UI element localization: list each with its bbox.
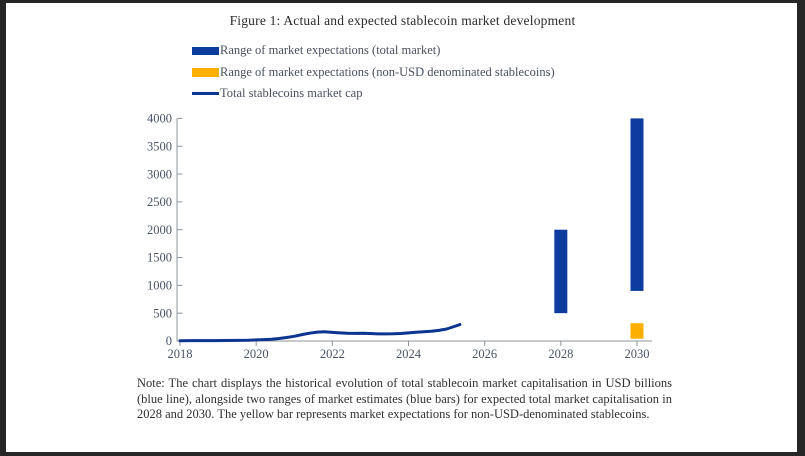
svg-text:2028: 2028	[548, 347, 573, 361]
figure-note: Note: The chart displays the historical …	[137, 376, 672, 422]
svg-text:2024: 2024	[396, 347, 422, 361]
range-bar	[630, 118, 644, 291]
chart-range-bars	[554, 118, 644, 339]
svg-text:2000: 2000	[147, 223, 172, 237]
page-edge-bottom	[0, 452, 805, 456]
market-cap-line	[178, 323, 462, 343]
svg-text:2026: 2026	[472, 347, 497, 361]
page-edge-top	[0, 0, 805, 3]
svg-text:2020: 2020	[244, 347, 269, 361]
svg-text:2018: 2018	[168, 347, 193, 361]
chart-legend: Range of market expectations (total mark…	[192, 40, 555, 105]
chart-line-series	[178, 323, 462, 343]
svg-text:3500: 3500	[147, 139, 172, 153]
legend-swatch-yellow-bar	[192, 68, 219, 77]
chart-axes	[176, 117, 652, 346]
svg-text:2030: 2030	[624, 347, 649, 361]
figure-title: Figure 1: Actual and expected stablecoin…	[229, 13, 576, 28]
legend-item-market-cap-line: Total stablecoins market cap	[192, 83, 555, 105]
legend-item-total-market-range: Range of market expectations (total mark…	[192, 40, 555, 62]
legend-label: Range of market expectations (total mark…	[220, 43, 441, 58]
chart-tick-labels: 0 500 1000 1500 2000 2500 3000 3500 4000 2018 2020…	[147, 112, 649, 361]
page-edge-left	[0, 0, 6, 456]
legend-swatch-blue-line	[192, 92, 219, 96]
svg-text:500: 500	[153, 306, 172, 320]
legend-item-nonusd-range: Range of market expectations (non-USD de…	[192, 62, 555, 84]
legend-label: Total stablecoins market cap	[220, 86, 363, 101]
page-edge-right	[797, 0, 805, 456]
legend-label: Range of market expectations (non-USD de…	[220, 64, 555, 79]
svg-text:1500: 1500	[147, 251, 172, 265]
range-bar	[630, 323, 644, 339]
svg-text:0: 0	[166, 334, 172, 348]
svg-text:1000: 1000	[147, 279, 172, 293]
svg-text:2500: 2500	[147, 195, 172, 209]
legend-swatch-blue-bar	[192, 46, 219, 55]
range-bar	[554, 229, 568, 314]
svg-text:3000: 3000	[147, 167, 172, 181]
svg-text:2022: 2022	[320, 347, 345, 361]
svg-text:4000: 4000	[147, 112, 172, 126]
